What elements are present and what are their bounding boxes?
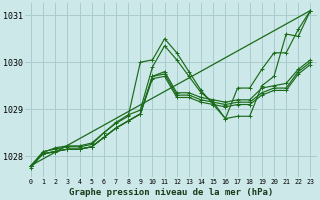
X-axis label: Graphe pression niveau de la mer (hPa): Graphe pression niveau de la mer (hPa) (68, 188, 273, 197)
